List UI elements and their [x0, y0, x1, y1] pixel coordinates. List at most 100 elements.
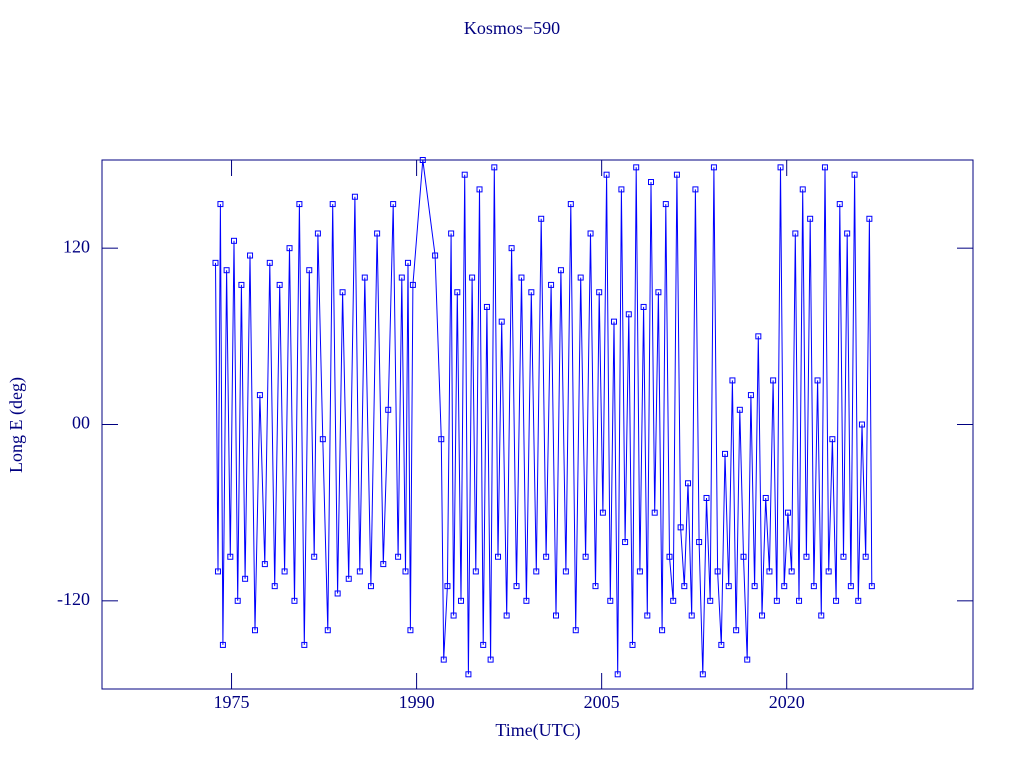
data-point [276, 281, 283, 288]
data-point [223, 267, 230, 274]
data-point [311, 553, 318, 560]
data-point [807, 215, 814, 222]
data-point [818, 612, 825, 619]
data-point [256, 392, 263, 399]
data-point [409, 281, 416, 288]
data-point [438, 436, 445, 443]
data-point [238, 281, 245, 288]
data-point [662, 201, 669, 208]
data-point [836, 201, 843, 208]
data-point [513, 583, 520, 590]
data-point [666, 553, 673, 560]
data-point [329, 201, 336, 208]
data-point [607, 597, 614, 604]
data-point [582, 553, 589, 560]
data-point [718, 641, 725, 648]
data-point [553, 612, 560, 619]
data-point [762, 494, 769, 501]
data-point [577, 274, 584, 281]
data-point [685, 480, 692, 487]
data-point [736, 406, 743, 413]
data-point [799, 186, 806, 193]
data-point [699, 671, 706, 678]
data-point [777, 164, 784, 171]
y-tick-label: 120 [63, 236, 90, 256]
data-point [784, 509, 791, 516]
data-point [614, 671, 621, 678]
data-point [851, 171, 858, 178]
data-point [234, 597, 241, 604]
data-point [247, 252, 254, 259]
data-point [498, 318, 505, 325]
y-tick-label: 00 [72, 413, 90, 433]
data-point [592, 583, 599, 590]
data-point [629, 641, 636, 648]
data-point [301, 641, 308, 648]
data-point [458, 597, 465, 604]
data-point [833, 597, 840, 604]
data-point [380, 561, 387, 568]
data-point [356, 568, 363, 575]
data-point [821, 164, 828, 171]
data-point [469, 274, 476, 281]
data-point [476, 186, 483, 193]
data-point [227, 553, 234, 560]
data-point [339, 289, 346, 296]
data-point [291, 597, 298, 604]
data-point [242, 575, 249, 582]
data-point [402, 568, 409, 575]
data-point [636, 568, 643, 575]
data-point [432, 252, 439, 259]
data-point [398, 274, 405, 281]
data-point [770, 377, 777, 384]
data-point [677, 524, 684, 531]
data-point [659, 627, 666, 634]
data-point [651, 509, 658, 516]
x-tick-label: 1975 [214, 692, 250, 712]
data-point [448, 230, 455, 237]
data-point [829, 436, 836, 443]
data-point [572, 627, 579, 634]
data-point [810, 583, 817, 590]
data-point [710, 164, 717, 171]
data-point [533, 568, 540, 575]
data-point [440, 656, 447, 663]
data-point [847, 583, 854, 590]
data-point [491, 164, 498, 171]
data-point [688, 612, 695, 619]
data-point [603, 171, 610, 178]
data-point [385, 406, 392, 413]
data-point [633, 164, 640, 171]
data-point [281, 568, 288, 575]
data-point [862, 553, 869, 560]
data-point [214, 568, 221, 575]
chart-title: Kosmos−590 [464, 18, 560, 38]
data-point [868, 583, 875, 590]
data-point [759, 612, 766, 619]
data-point [729, 377, 736, 384]
data-point [314, 230, 321, 237]
data-point [681, 583, 688, 590]
data-point [567, 201, 574, 208]
data-point [733, 627, 740, 634]
data-point [345, 575, 352, 582]
data-point [367, 583, 374, 590]
data-point [855, 597, 862, 604]
data-point [454, 289, 461, 296]
data-point [503, 612, 510, 619]
data-point [286, 245, 293, 252]
data-point [673, 171, 680, 178]
data-point [217, 201, 224, 208]
data-point [395, 553, 402, 560]
data-point [404, 259, 411, 266]
data-point [528, 289, 535, 296]
data-point [696, 539, 703, 546]
data-point [334, 590, 341, 597]
data-point [465, 671, 472, 678]
data-point [351, 193, 358, 200]
data-point [648, 179, 655, 186]
data-point [751, 583, 758, 590]
x-tick-label: 2005 [584, 692, 620, 712]
data-point [744, 656, 751, 663]
